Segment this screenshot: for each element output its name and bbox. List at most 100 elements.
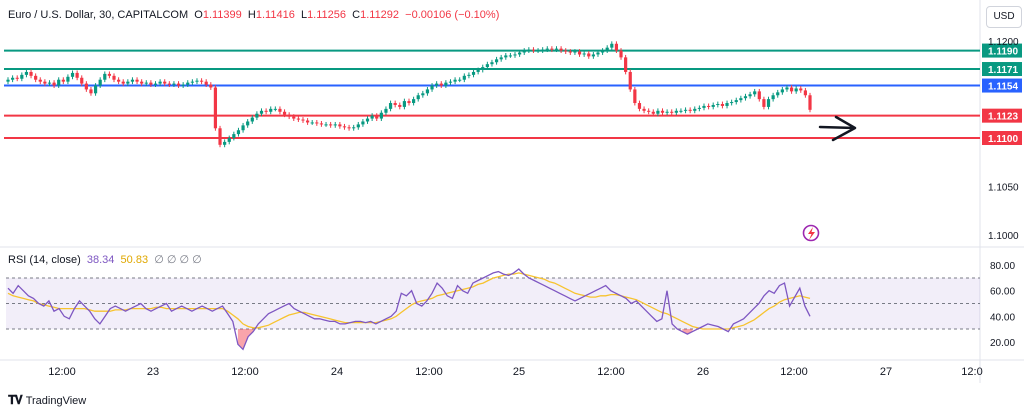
candle-body xyxy=(80,77,84,84)
candle-body xyxy=(757,91,761,100)
candle-body xyxy=(158,81,162,84)
candle-body xyxy=(697,107,701,109)
open-value: 1.11399 xyxy=(202,9,242,21)
candle-body xyxy=(342,126,347,128)
candle-body xyxy=(674,110,678,113)
candle-body xyxy=(66,76,70,82)
candle-body xyxy=(541,49,545,51)
candle-body xyxy=(163,81,167,84)
candle-body xyxy=(458,79,462,81)
candle-body xyxy=(209,84,213,88)
rsi-empty-4: ∅ xyxy=(192,254,202,266)
candle-body xyxy=(352,127,356,129)
candle-body xyxy=(398,104,402,107)
candle-body xyxy=(600,50,605,53)
candle-body xyxy=(734,100,738,103)
candle-body xyxy=(412,99,416,104)
candle-body xyxy=(84,83,88,90)
candle-body xyxy=(315,122,319,124)
candle-body xyxy=(126,81,130,84)
candle-body xyxy=(808,95,812,110)
candle-body xyxy=(365,118,370,122)
candle-body xyxy=(596,52,600,55)
flash-circle-icon xyxy=(802,224,820,242)
candle-body xyxy=(499,57,503,60)
time-axis-tick: 25 xyxy=(513,366,525,378)
candle-body xyxy=(121,81,125,84)
candle-body xyxy=(107,73,112,76)
candle-body xyxy=(453,79,457,82)
currency-button[interactable]: USD xyxy=(986,6,1022,28)
candle-body xyxy=(743,96,748,99)
low-value: 1.11256 xyxy=(307,9,347,21)
high-label: H xyxy=(247,9,256,21)
candle-body xyxy=(236,130,241,135)
candle-body xyxy=(794,88,798,92)
candle-body xyxy=(508,55,513,57)
rsi-value: 38.34 xyxy=(86,254,115,266)
candle-body xyxy=(301,119,305,121)
candle-body xyxy=(305,120,310,123)
candle-body xyxy=(140,81,144,84)
candle-body xyxy=(246,121,250,126)
candle-body xyxy=(103,73,107,80)
candle-body xyxy=(213,87,218,129)
rsi-oversold-fill xyxy=(237,329,254,350)
time-axis-tick: 12:00 xyxy=(231,366,259,378)
price-level-label: 1.1190 xyxy=(988,47,1018,58)
candle-body xyxy=(716,104,720,105)
symbol-title: Euro / U.S. Dollar, 30, CAPITALCOM xyxy=(8,9,189,21)
candle-body xyxy=(753,91,757,95)
candle-body xyxy=(513,54,517,56)
candle-body xyxy=(117,79,121,82)
candle-body xyxy=(688,109,692,111)
candle-body xyxy=(232,134,236,138)
candle-body xyxy=(93,85,98,94)
rsi-axis-tick: 40.00 xyxy=(990,312,1015,323)
price-level-label: 1.1123 xyxy=(988,112,1018,123)
candle-body xyxy=(619,50,623,58)
candle-body xyxy=(591,54,595,57)
price-level-label: 1.1171 xyxy=(988,65,1018,76)
candle-body xyxy=(89,89,93,94)
candle-body xyxy=(287,114,291,117)
candle-body xyxy=(425,89,430,94)
candle-body xyxy=(421,93,425,96)
candle-body xyxy=(467,74,471,76)
candle-body xyxy=(444,82,448,86)
candle-body xyxy=(338,124,342,127)
candle-body xyxy=(70,72,75,77)
candle-body xyxy=(518,52,522,55)
lightning-icon xyxy=(808,227,815,240)
candle-body xyxy=(407,101,411,104)
candle-body xyxy=(227,138,231,142)
candle-body xyxy=(29,71,33,76)
candle-body xyxy=(186,82,190,85)
time-axis-tick: 27 xyxy=(880,366,892,378)
change-value: −0.00106 (−0.10%) xyxy=(405,9,500,21)
candle-body xyxy=(693,108,697,111)
candle-body xyxy=(204,81,208,85)
candle-body xyxy=(130,79,135,82)
candle-body xyxy=(624,57,628,72)
time-axis-tick: 12:00 xyxy=(48,366,76,378)
candle-body xyxy=(11,77,15,80)
candle-body xyxy=(347,127,351,129)
price-axis-tick: 1.1000 xyxy=(988,231,1019,242)
candle-body xyxy=(310,122,314,124)
candle-body xyxy=(153,83,158,85)
candle-body xyxy=(748,94,752,97)
rsi-axis-tick: 20.00 xyxy=(990,338,1015,349)
price-level-tag xyxy=(982,43,1022,58)
candle-body xyxy=(282,111,287,115)
low-label: L xyxy=(300,9,308,21)
candle-body xyxy=(670,111,674,113)
candle-body xyxy=(665,111,669,113)
candle-body xyxy=(361,121,365,125)
candle-body xyxy=(135,79,139,82)
candle-body xyxy=(255,113,259,118)
candle-body xyxy=(402,101,406,107)
tradingview-brand[interactable]: 𝐓𝐕 TradingView xyxy=(8,393,86,408)
candle-body xyxy=(439,83,443,86)
